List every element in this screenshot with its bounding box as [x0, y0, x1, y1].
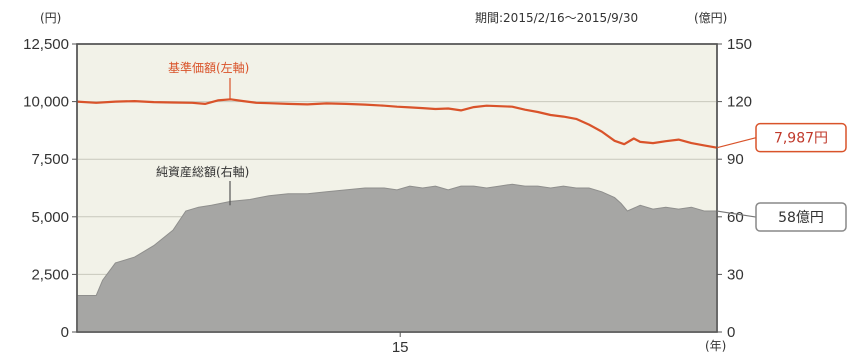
left-axis-tick-label: 7,500	[31, 151, 69, 168]
net-assets-callout-text: 58億円	[778, 210, 824, 226]
left-axis-tick-label: 0	[61, 324, 69, 341]
nav-callout-text: 7,987円	[774, 131, 828, 147]
left-axis-tick-label: 12,500	[23, 36, 69, 53]
net-assets-area	[76, 183, 718, 333]
net-assets-callout-box	[755, 202, 847, 232]
x-axis-tick-label: 15	[392, 339, 409, 356]
series-label-nav: 基準価額(左軸)	[168, 60, 249, 75]
right-axis: 0 30 60 90 120 150	[717, 36, 752, 341]
left-axis-tick-label: 10,000	[23, 94, 69, 111]
x-axis: 15	[392, 332, 409, 356]
series-label-net-assets: 純資産総額(右軸)	[156, 164, 249, 179]
nav-line	[76, 43, 718, 333]
chart-labels: (円) 期間:2015/2/16～2015/9/30 (億円) (年) 基準価額…	[40, 11, 727, 353]
right-axis-tick-label: 150	[727, 36, 752, 53]
left-axis-tick-label: 2,500	[31, 266, 69, 283]
left-axis-unit: (円)	[40, 11, 61, 25]
net-assets-area-shape	[76, 183, 718, 333]
net-assets-callout-leader	[716, 210, 757, 218]
plot-border	[76, 43, 718, 333]
nav-callout-leader	[716, 137, 757, 149]
nav-callout-box	[755, 122, 847, 153]
right-axis-tick-label: 120	[727, 94, 752, 111]
period-label: 期間:2015/2/16～2015/9/30	[475, 11, 638, 25]
callouts: 7,987円 58億円	[716, 122, 847, 232]
right-axis-unit: (億円)	[694, 11, 727, 25]
left-axis-tick-label: 5,000	[31, 209, 69, 226]
x-axis-unit: (年)	[705, 339, 726, 353]
right-axis-tick-label: 90	[727, 151, 744, 168]
left-axis: 0 2,500 5,000 7,500 10,000 12,500	[23, 36, 77, 341]
right-axis-tick-label: 60	[727, 209, 744, 226]
right-axis-tick-label: 0	[727, 324, 735, 341]
nav-line-path	[76, 98, 718, 149]
right-axis-tick-label: 30	[727, 266, 744, 283]
